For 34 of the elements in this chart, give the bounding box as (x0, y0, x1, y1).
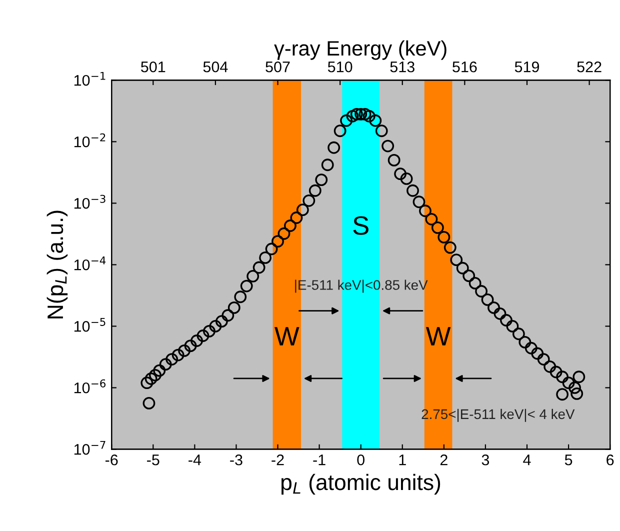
x-tick-label: 4 (523, 454, 531, 466)
x-tick-label: -6 (105, 454, 118, 466)
x-tick-label: 1 (399, 454, 406, 466)
y-tick-label: 10$^{−5}$ (74, 318, 106, 332)
y-tick-label: 10$^{−7}$ (74, 441, 106, 455)
x-axis-title: p$_{L}$ (atomic units) (281, 474, 440, 495)
x-tick-label: 5 (564, 454, 572, 466)
x2-tick-label: 519 (514, 61, 540, 72)
x2-tick-label: 522 (577, 61, 602, 72)
y-tick-label: 10$^{−3}$ (74, 194, 106, 209)
x2-tick-label: 507 (266, 61, 290, 72)
band-label: S (353, 216, 368, 235)
y-tick-label: 10$^{−2}$ (74, 133, 106, 148)
x-tick-label: -3 (230, 454, 242, 466)
x2-tick-label: 501 (141, 61, 166, 72)
x-tick-label: 2 (440, 454, 448, 466)
band-label: W (426, 327, 451, 346)
x-tick-label: -1 (313, 454, 326, 466)
x2-tick-label: 504 (203, 61, 228, 72)
x-tick-label: -4 (188, 454, 202, 466)
x2-tick-label: 510 (328, 61, 352, 72)
x-tick-label: -2 (272, 454, 284, 466)
x2-tick-label: 516 (452, 61, 477, 72)
band-label: W (274, 327, 300, 346)
y-axis-title: N(p$_{L}$) (a.u.) (46, 210, 68, 318)
x2-axis-title: γ-ray Energy (keV) (274, 40, 446, 60)
y-tick-label: 10$^{−4}$ (74, 256, 106, 270)
x-tick-label: -5 (147, 454, 160, 466)
x-tick-label: 3 (482, 454, 490, 466)
x-tick-label: 6 (606, 454, 614, 466)
x-tick-label: 0 (357, 454, 364, 466)
y-tick-label: 10$^{−6}$ (74, 379, 106, 394)
y-tick-label: 10$^{−1}$ (74, 72, 106, 86)
x2-tick-label: 513 (390, 61, 414, 72)
